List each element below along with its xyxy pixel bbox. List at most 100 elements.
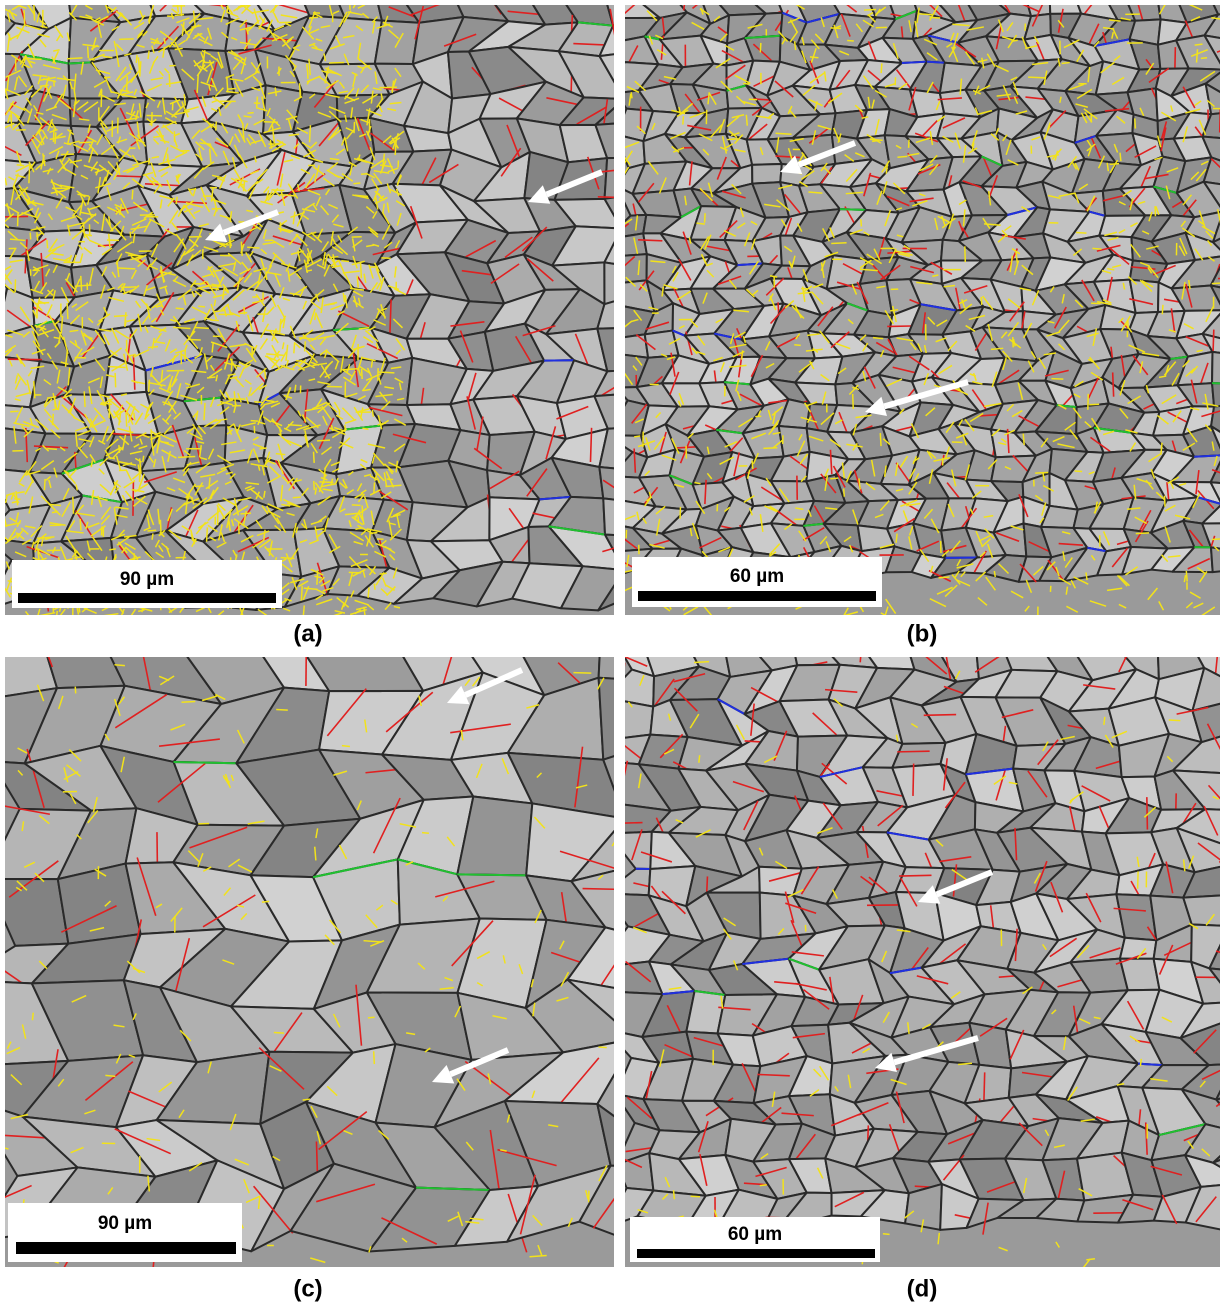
strain-mark [189,189,196,190]
strain-mark [24,10,25,24]
boundary [927,62,945,63]
strain-mark [303,1099,310,1100]
strain-mark [288,425,302,426]
strain-mark [178,456,195,457]
strain-mark [207,377,215,378]
strain-mark [1195,44,1203,45]
strain-mark [299,83,300,96]
strain-mark [743,83,749,84]
strain-mark [378,372,394,373]
strain-mark [126,414,127,427]
strain-mark [368,587,369,597]
strain-mark [56,611,57,619]
strain-mark [119,39,134,40]
twin-boundary [924,715,956,716]
strain-mark [247,247,259,248]
grain [792,642,840,665]
strain-mark [47,448,57,449]
strain-mark [752,460,753,469]
strain-mark [422,833,429,834]
strain-mark [67,303,68,319]
strain-mark [1062,62,1070,63]
strain-mark [897,156,907,157]
strain-mark [149,158,150,164]
strain-mark [34,3,35,21]
micrograph-a [0,0,694,623]
micrograph-b [606,0,1223,623]
strain-mark [330,159,339,160]
grain [1212,352,1223,384]
boundary [174,762,237,763]
strain-mark [861,219,862,226]
strain-mark [276,709,288,710]
strain-mark [1035,472,1048,473]
strain-mark [132,190,133,200]
boundary [457,874,526,875]
strain-mark [853,394,854,409]
strain-mark [149,380,150,393]
strain-mark [128,255,144,256]
twin-boundary [1184,622,1191,654]
boundary [902,62,927,63]
strain-mark [1135,118,1136,128]
strain-mark [341,261,349,262]
twin-boundary [427,629,487,640]
strain-mark [727,139,738,140]
strain-mark [354,122,355,133]
twin-boundary [1220,108,1221,132]
strain-mark [134,413,135,421]
strain-mark [305,341,306,351]
strain-mark [114,665,124,666]
strain-mark [1212,539,1223,540]
strain-mark [1212,283,1221,284]
grain [613,254,647,284]
strain-mark [864,10,876,11]
strain-mark [634,436,640,437]
strain-mark [252,297,258,298]
strain-mark [204,403,205,420]
strain-mark [248,113,254,114]
strain-mark [1120,153,1121,161]
grain [1212,383,1223,406]
strain-mark [1165,496,1166,507]
strain-mark [1162,305,1163,314]
strain-mark [108,366,126,367]
strain-mark [152,533,153,539]
strain-mark [216,122,217,131]
strain-mark [79,142,92,143]
strain-mark [17,165,24,166]
strain-mark [136,55,137,63]
strain-mark [47,240,48,248]
strain-mark [374,1051,375,1064]
strain-mark [169,74,170,87]
strain-mark [197,75,198,93]
strain-mark [314,452,315,463]
strain-mark [776,133,792,134]
strain-mark [1186,571,1187,582]
strain-mark [198,306,205,307]
strain-mark [29,166,30,184]
strain-mark [38,303,50,304]
strain-mark [705,213,706,223]
strain-mark [1136,533,1149,534]
strain-mark [1086,572,1087,580]
strain-mark [1076,232,1086,233]
micrograph-d [597,620,1223,1270]
strain-mark [88,46,89,58]
twin-boundary [622,452,624,486]
figure: 90 µm 60 µm 90 µm 60 µm (a) (b) (c) (d) [0,0,1223,1306]
strain-mark [281,558,295,559]
strain-mark [794,345,800,346]
strain-mark [181,702,195,703]
grain [1050,0,1082,14]
twin-boundary [897,751,929,752]
strain-mark [86,235,92,236]
strain-mark [44,479,45,490]
strain-mark [251,421,258,422]
strain-mark [994,571,995,577]
strain-mark [369,529,370,542]
strain-mark [143,456,144,462]
twin-boundary [8,359,42,360]
strain-mark [173,327,190,328]
twin-boundary [590,428,591,462]
